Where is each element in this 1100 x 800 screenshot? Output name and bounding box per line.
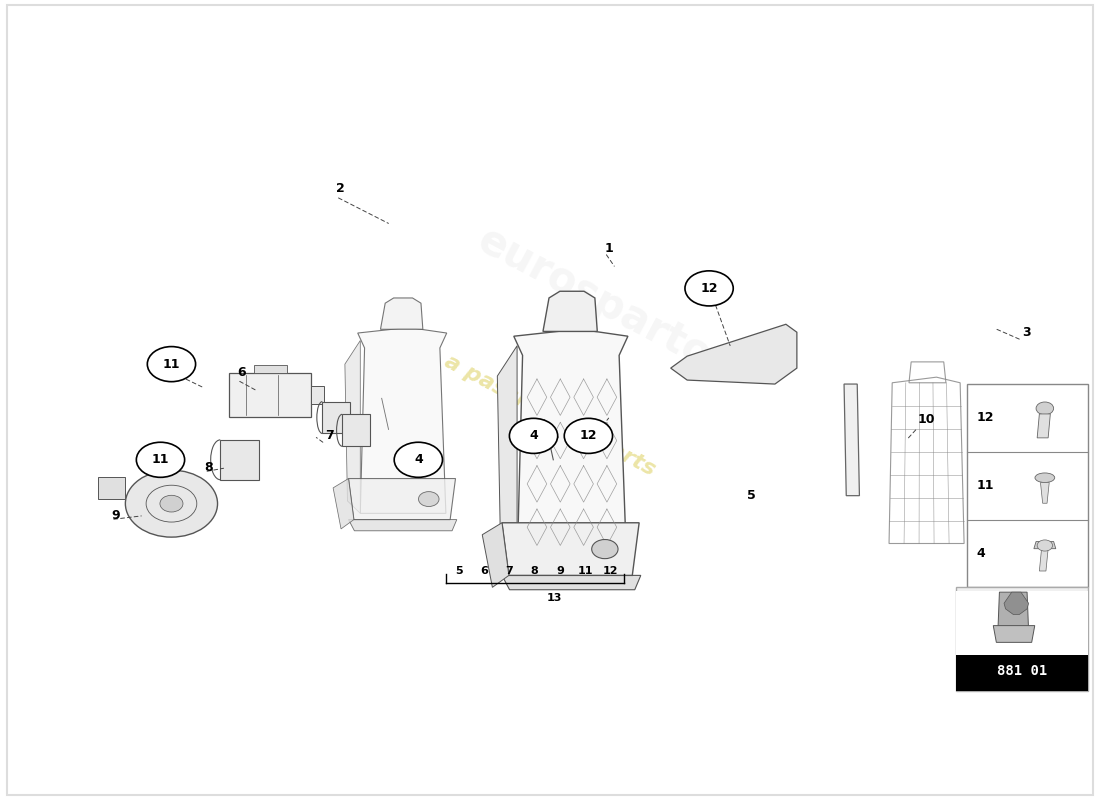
Circle shape (147, 346, 196, 382)
Polygon shape (514, 330, 628, 567)
Polygon shape (671, 324, 796, 384)
Bar (956, 591, 1088, 654)
Polygon shape (254, 365, 287, 374)
Polygon shape (349, 478, 455, 519)
Polygon shape (345, 341, 361, 514)
Polygon shape (502, 575, 641, 590)
Text: 9: 9 (111, 509, 120, 522)
Polygon shape (502, 522, 639, 575)
Text: 12: 12 (603, 566, 618, 577)
Circle shape (136, 442, 185, 478)
Circle shape (125, 470, 218, 537)
Polygon shape (1041, 482, 1049, 503)
Polygon shape (98, 477, 125, 499)
Text: 6: 6 (238, 366, 246, 378)
Polygon shape (342, 414, 370, 446)
Text: 12: 12 (580, 430, 597, 442)
Polygon shape (349, 519, 456, 530)
Polygon shape (311, 386, 323, 404)
Ellipse shape (1035, 473, 1055, 482)
Text: 2: 2 (336, 182, 344, 195)
Circle shape (1036, 402, 1054, 414)
Text: 12: 12 (977, 411, 994, 425)
Text: 11: 11 (578, 566, 593, 577)
Circle shape (509, 418, 558, 454)
Text: 5: 5 (748, 489, 757, 502)
Polygon shape (1034, 542, 1056, 549)
Text: 11: 11 (163, 358, 180, 370)
Text: 3: 3 (1022, 326, 1031, 338)
Polygon shape (322, 402, 350, 434)
Text: 12: 12 (701, 282, 718, 295)
Polygon shape (333, 478, 354, 529)
Circle shape (160, 495, 183, 512)
Text: a passion for parts: a passion for parts (441, 352, 659, 480)
Polygon shape (381, 298, 422, 330)
Text: 10: 10 (917, 414, 935, 426)
Text: 6: 6 (481, 566, 488, 577)
Polygon shape (844, 384, 859, 496)
Polygon shape (482, 522, 509, 587)
Text: 4: 4 (977, 547, 986, 560)
Text: 9: 9 (556, 566, 564, 577)
Polygon shape (1004, 592, 1028, 614)
Polygon shape (497, 346, 517, 567)
Polygon shape (1037, 414, 1050, 438)
Text: 4: 4 (529, 430, 538, 442)
Bar (967, 384, 1088, 587)
Text: 7: 7 (326, 430, 333, 442)
Bar (956, 654, 1088, 691)
Circle shape (418, 492, 439, 506)
Text: 8: 8 (205, 462, 213, 474)
Text: 13: 13 (547, 593, 562, 602)
Bar (956, 587, 1088, 691)
Polygon shape (220, 440, 258, 480)
Text: eurospartos: eurospartos (470, 219, 739, 390)
Text: 881 01: 881 01 (997, 664, 1047, 678)
Circle shape (1037, 540, 1053, 551)
Text: 11: 11 (152, 454, 169, 466)
Text: 11: 11 (977, 479, 994, 492)
Polygon shape (229, 374, 311, 417)
Text: 5: 5 (455, 566, 463, 577)
Text: 8: 8 (531, 566, 539, 577)
Circle shape (592, 539, 618, 558)
Circle shape (394, 442, 442, 478)
Polygon shape (358, 329, 447, 514)
Polygon shape (1040, 549, 1048, 571)
Polygon shape (543, 291, 597, 331)
Text: 1: 1 (605, 242, 614, 255)
Circle shape (564, 418, 613, 454)
Text: 7: 7 (506, 566, 514, 577)
Text: 4: 4 (414, 454, 422, 466)
Polygon shape (998, 592, 1028, 631)
Circle shape (685, 271, 734, 306)
Polygon shape (993, 626, 1035, 642)
